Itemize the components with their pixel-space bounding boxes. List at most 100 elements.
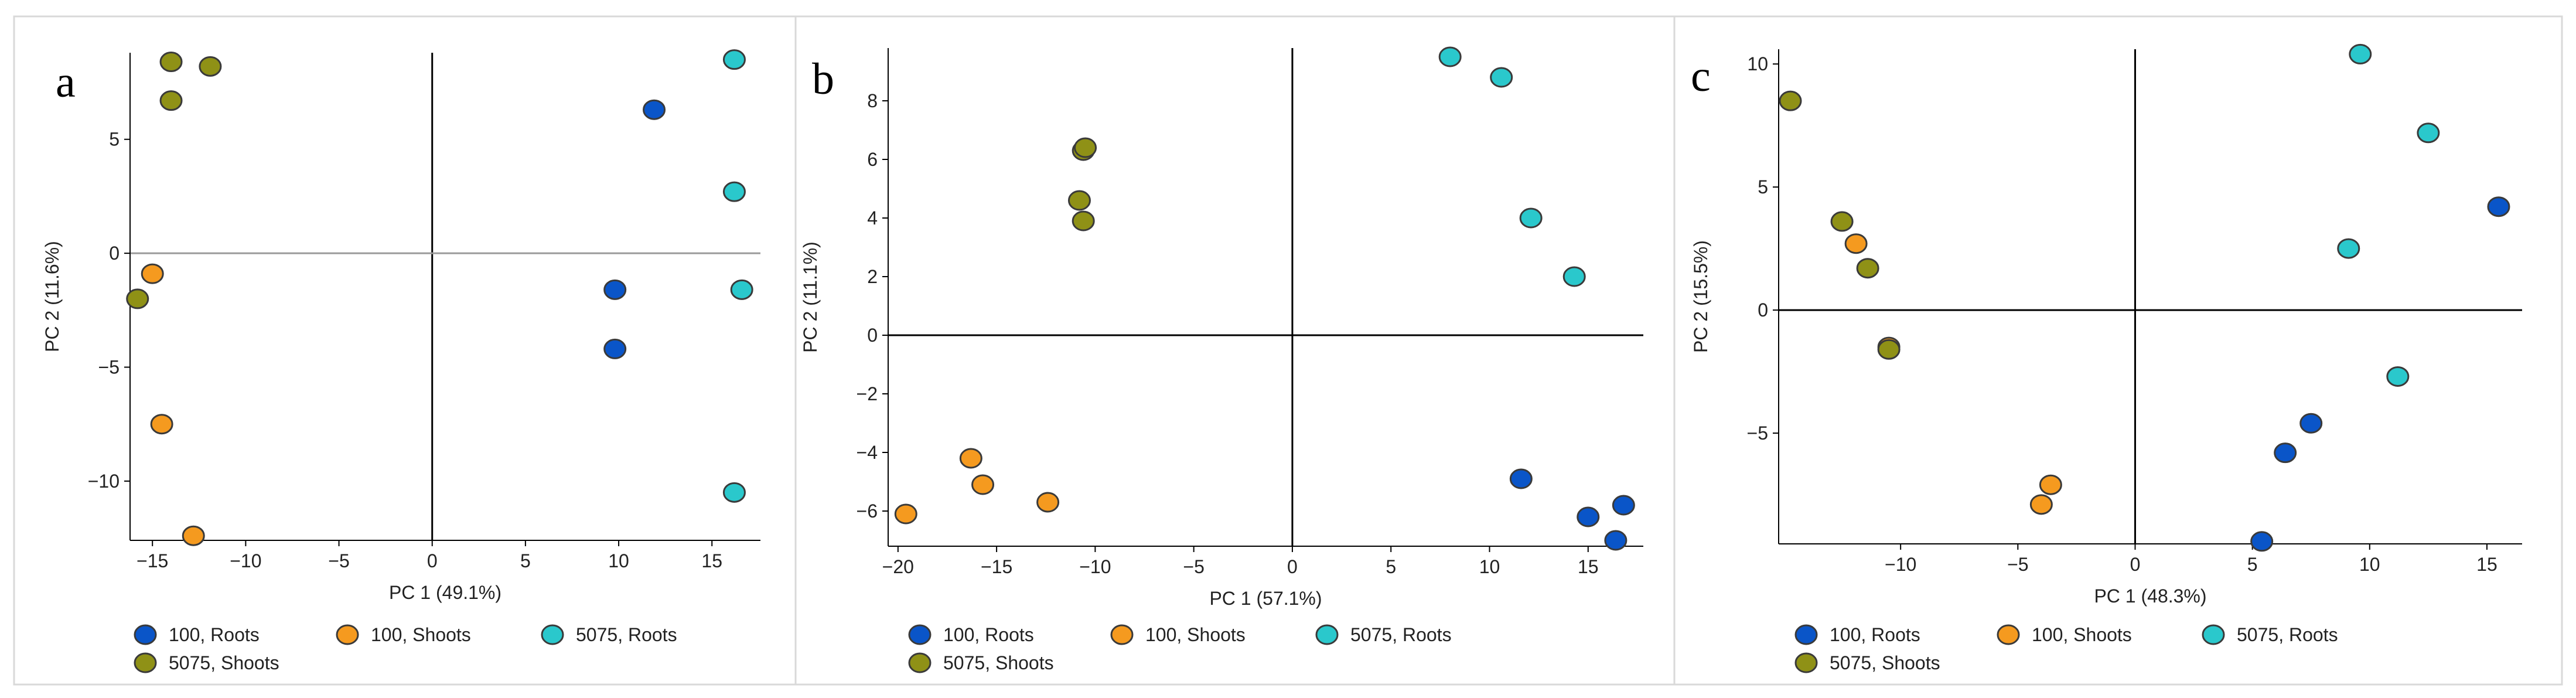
panel-a-y-tick-label: 5 [109,129,120,150]
panel-a-point-100-roots [603,338,627,359]
panel-b-point-5075-roots [1562,266,1586,287]
panel-a-x-tick-label: 0 [427,550,438,571]
panel-c-x-tick-label: 5 [2247,554,2258,575]
panel-c-point-100-shoots [2029,494,2053,515]
panel-b-x-tick-label: 5 [1386,556,1396,577]
panel-c-legend-marker-5075-roots [2202,624,2225,645]
panel-c-point-100-roots [2274,442,2297,464]
panel-c-point-5075-shoots [1856,258,1879,279]
panel-a-border [13,15,797,686]
panel-a-x-tick-label: −10 [230,550,261,571]
panel-a-point-100-shoots [141,263,164,284]
panel-b-point-100-roots [1577,506,1600,527]
panel-a-point-100-shoots [150,414,173,435]
panel-c-x-tick-label: 10 [2359,554,2380,575]
panel-b-y-tick-label: 0 [867,325,878,346]
panel-b-y-tick-label: −6 [857,500,878,522]
panel-a-x-tick-label: −15 [137,550,168,571]
panel-a-x-tick-label: 5 [520,550,531,571]
panel-b-legend-label-100-roots: 100, Roots [943,624,1034,645]
panel-c-y-tick-label: −5 [1747,423,1768,444]
panel-c-legend-label-5075-roots: 5075, Roots [2237,624,2338,645]
panel-a-legend-marker-100-roots [134,624,157,645]
panel-b-point-100-shoots [971,474,995,495]
panels-layer: −15 −10 −5 0 5 10 15 5 0 −5 −10 PC 1 (49.1%) PC 2 (1… [42,43,2522,673]
panel-c-legend-label-100-shoots: 100, Shoots [2032,624,2132,645]
panel-a-legend-label-5075-roots: 5075, Roots [576,624,677,645]
panel-c-point-100-shoots [1844,233,1868,254]
panel-c-legend-label-100-roots: 100, Roots [1830,624,1920,645]
panel-c-point-5075-roots [2337,238,2360,259]
panel-c-x-tick-label: 0 [2130,554,2141,575]
panel-b-legend-label-5075-shoots: 5075, Shoots [943,652,1054,673]
panel-c-y-axis-title: PC 2 (15.5%) [1690,240,1711,353]
panel-b-point-5075-shoots [1074,137,1097,158]
panel-a-legend-marker-5075-roots [541,624,564,645]
panel-a-point-5075-roots [722,181,746,202]
panel-b-y-tick-label: 2 [867,266,878,287]
panel-c-x-tick-label: 15 [2476,554,2497,575]
panel-b: −20 −15 −10 −5 0 5 10 15 8 6 4 2 0 −2 −4 −6 PC 1 (57.1%)… [800,46,1643,673]
panel-a-point-100-shoots [182,525,205,546]
panel-a-letter: a [56,57,76,107]
panel-a-legend-label-100-shoots: 100, Shoots [371,624,471,645]
panel-a-point-5075-shoots [126,288,149,309]
panel-c-point-5075-roots [2349,43,2372,64]
panel-b-x-tick-label: −20 [882,556,914,577]
panel-b-x-tick-label: −5 [1183,556,1204,577]
panel-c-legend: 100, Roots 100, Shoots 5075, Roots 5075, Sh… [1794,624,2338,673]
panel-a-legend-marker-5075-shoots [134,652,157,673]
panel-a-point-100-roots [603,279,627,300]
panel-a-y-tick-label: −10 [88,471,120,492]
panel-b-legend-marker-5075-shoots [908,652,932,673]
panel-c-point-100-shoots [2039,474,2062,495]
panel-b-x-tick-label: −10 [1079,556,1111,577]
panel-b-point-5075-roots [1490,67,1513,88]
panel-b-x-tick-label: −15 [981,556,1012,577]
panel-b-legend-marker-100-roots [908,624,932,645]
panel-c: −10 −5 0 5 10 15 10 5 0 −5 PC 1 (48.3%) PC 2 (15.5%… [1690,43,2522,673]
panel-c-legend-marker-100-roots [1794,624,1818,645]
panel-c-point-5075-roots [2417,122,2440,144]
panel-a-point-5075-roots [722,49,746,70]
panel-a-legend-marker-100-shoots [336,624,359,645]
panel-b-x-tick-label: 15 [1578,556,1599,577]
panel-c-point-5075-shoots [1877,339,1901,360]
panel-c-x-tick-label: −10 [1885,554,1916,575]
panel-a-x-axis-title: PC 1 (49.1%) [389,582,501,603]
panel-b-x-tick-label: 0 [1287,556,1298,577]
panel-c-border [1673,15,2563,686]
panel-b-point-100-roots [1612,495,1635,516]
panel-a-legend-label-5075-shoots: 5075, Shoots [169,652,279,673]
panel-b-legend: 100, Roots 100, Shoots 5075, Roots 5075, Sh… [908,624,1452,673]
panel-b-point-100-roots [1604,530,1628,551]
panel-c-legend-marker-5075-shoots [1794,652,1818,673]
panel-a-y-tick-label: 0 [109,243,120,264]
panel-b-point-100-shoots [959,448,982,469]
panel-c-y-tick-label: 0 [1758,299,1768,321]
panel-c-point-5075-shoots [1779,90,1802,111]
panel-c-legend-marker-100-shoots [1997,624,2020,645]
panel-a-point-5075-shoots [199,56,222,77]
panel-b-y-tick-label: −2 [857,383,878,404]
panel-a-point-5075-roots [722,482,746,503]
panel-a-point-5075-shoots [159,90,183,111]
panel-b-letter: b [812,55,834,104]
panel-c-point-100-roots [2487,196,2510,217]
panel-b-legend-marker-100-shoots [1110,624,1134,645]
panel-b-x-tick-label: 10 [1479,556,1500,577]
panel-c-y-tick-label: 10 [1747,53,1768,74]
panel-b-legend-label-100-shoots: 100, Shoots [1145,624,1246,645]
panel-a-x-tick-label: 10 [608,550,629,571]
panel-b-x-axis-title: PC 1 (57.1%) [1209,588,1322,609]
panel-b-y-tick-label: −4 [857,442,878,463]
panel-b-y-tick-label: 4 [867,207,878,229]
panel-a-point-5075-shoots [159,52,183,73]
panel-c-letter: c [1691,52,1711,101]
panel-b-point-100-shoots [894,503,917,525]
panel-c-point-100-roots [2250,531,2274,552]
panel-c-legend-label-5075-shoots: 5075, Shoots [1830,652,1940,673]
panel-a-y-tick-label: −5 [98,357,120,378]
panel-b-point-5075-shoots [1067,190,1091,211]
panel-c-point-100-roots [2299,413,2323,434]
